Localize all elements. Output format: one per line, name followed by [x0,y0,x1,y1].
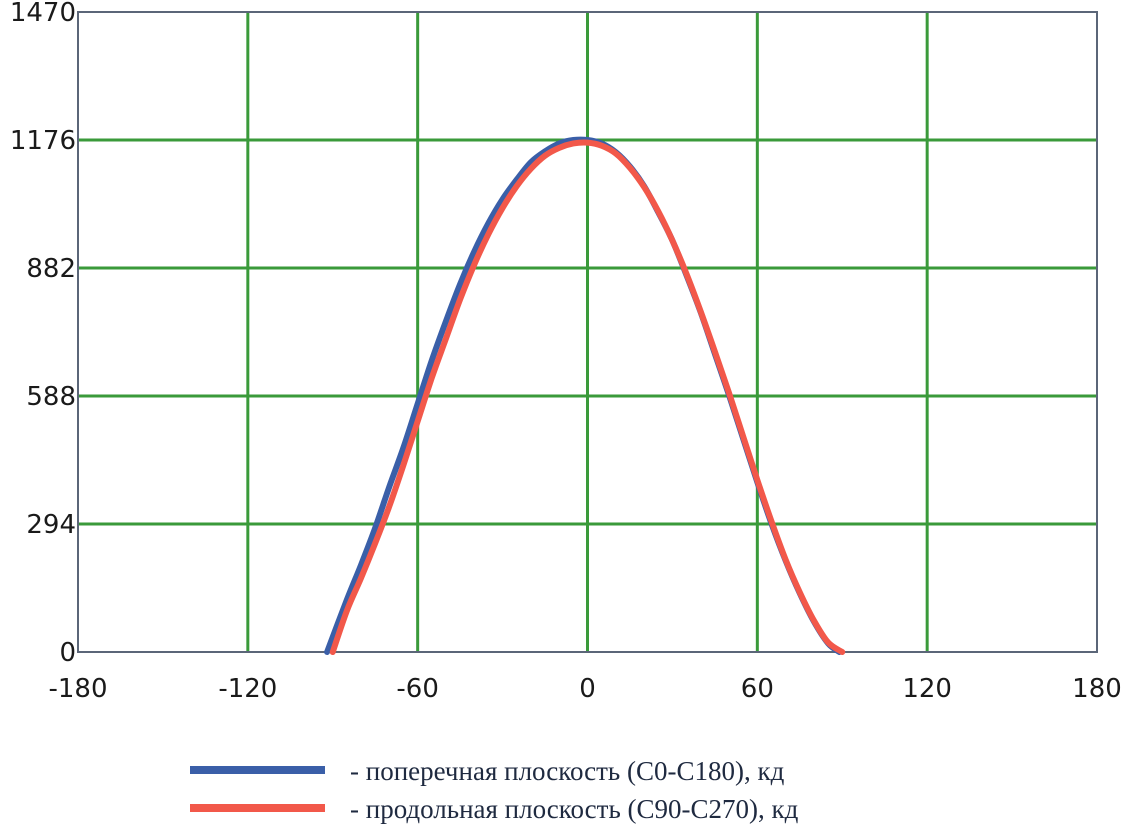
x-tick-label: -60 [396,674,438,704]
y-tick-label: 294 [26,510,76,540]
y-tick-label: 1470 [10,0,76,28]
tick-labels: -180 -120 -60 0 60 120 180 0 294 588 882 1176 1470 [10,0,1122,704]
series-line-longitudinal [329,139,846,655]
y-tick-label: 882 [26,254,76,284]
plot-frame [77,11,1098,653]
axes [77,11,1098,653]
legend: - поперечная плоскость (C0-C180), кд - п… [190,756,799,824]
x-tick-label: -120 [218,674,277,704]
series-group [324,136,846,655]
legend-label-transverse: - поперечная плоскость (C0-C180), кд [350,756,785,786]
y-tick-label: 1176 [10,126,76,156]
x-tick-label: 0 [579,674,596,704]
x-tick-label: -180 [48,674,107,704]
x-tick-label: 180 [1072,674,1122,704]
x-tick-label: 120 [902,674,952,704]
legend-label-longitudinal: - продольная плоскость (C90-C270), кд [350,794,799,824]
grid [78,12,1097,652]
y-tick-label: 588 [26,382,76,412]
x-tick-label: 60 [741,674,774,704]
y-tick-label: 0 [59,638,76,668]
